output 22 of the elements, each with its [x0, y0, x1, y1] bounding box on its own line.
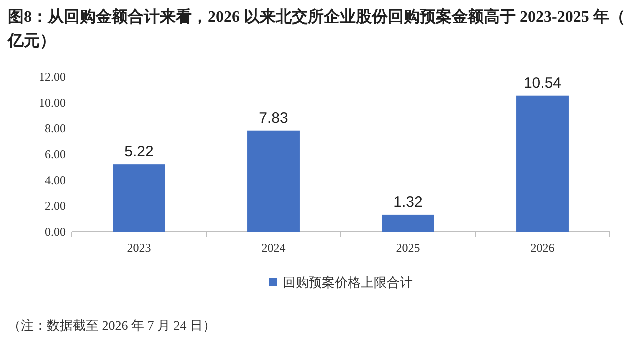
bar — [382, 214, 434, 232]
x-tick-label: 2025 — [396, 241, 420, 255]
data-label: 1.32 — [394, 194, 423, 211]
data-label: 7.83 — [259, 110, 288, 127]
x-tick-label: 2026 — [530, 241, 555, 255]
bar — [113, 164, 166, 232]
x-tick-label: 2023 — [127, 241, 152, 255]
legend-label: 回购预案价格上限合计 — [283, 275, 413, 290]
x-tick-label: 2024 — [262, 241, 286, 255]
bar — [516, 96, 569, 232]
bar — [248, 130, 300, 232]
y-tick-label: 8.00 — [45, 122, 66, 136]
y-tick-label: 6.00 — [45, 148, 66, 162]
y-tick-label: 12.00 — [39, 70, 66, 84]
data-label: 5.22 — [124, 144, 154, 161]
text: （注：数据截至 2026 年 7 月 24 日） — [8, 318, 216, 333]
y-tick-label: 0.00 — [45, 225, 66, 239]
y-tick-label: 4.00 — [45, 173, 66, 188]
y-tick-label: 2.00 — [45, 199, 66, 214]
y-tick-label: 10.00 — [39, 96, 66, 110]
chart-title: 图8：从回购金额合计来看，2026 以来北交所企业股份回购预案金额高于 2023-2025 年（亿元） — [7, 7, 626, 50]
data-label: 10.54 — [524, 74, 562, 92]
